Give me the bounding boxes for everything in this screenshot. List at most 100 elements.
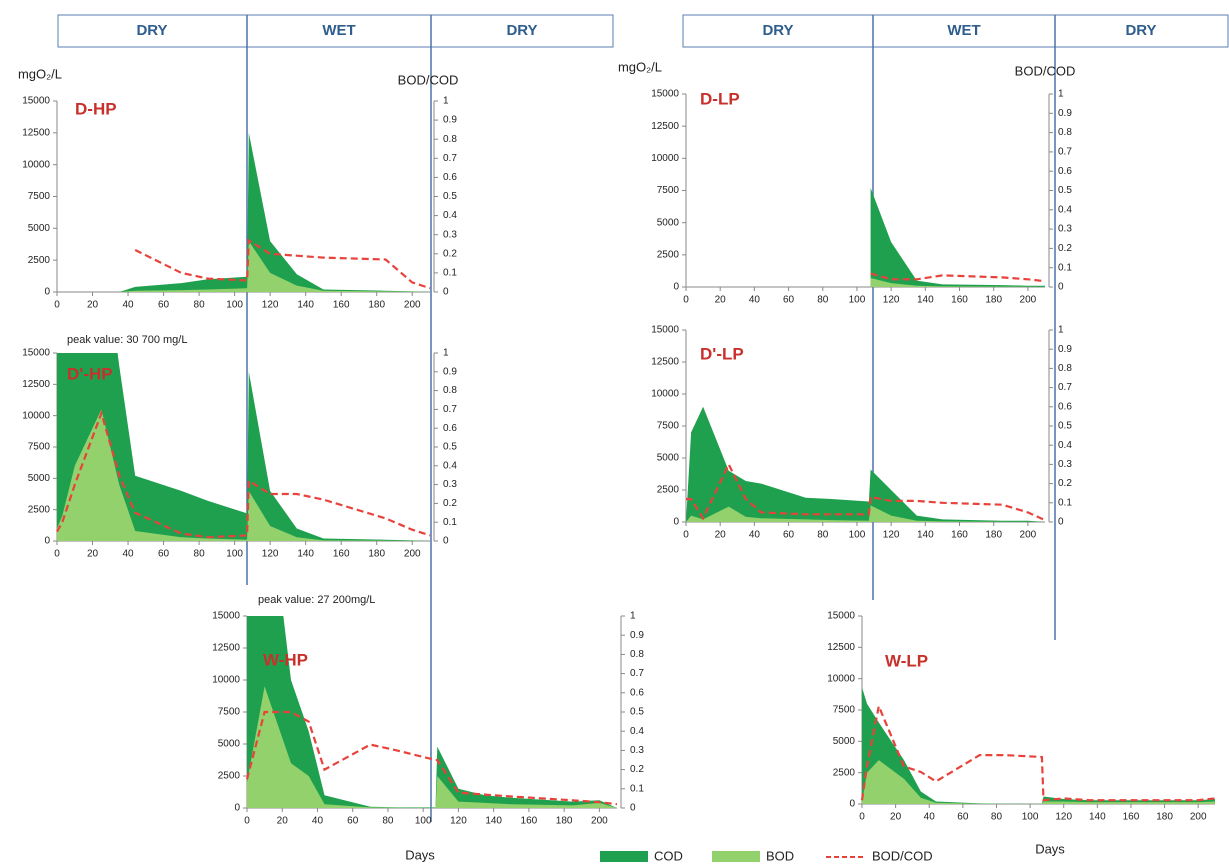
y2-tick-label: 0: [443, 287, 449, 298]
y-tick-label: 2500: [657, 249, 680, 260]
x-tick-label: 0: [683, 295, 689, 306]
x-tick-label: 80: [817, 295, 829, 306]
x-tick-label: 100: [849, 530, 866, 541]
area-1: [247, 686, 617, 808]
x-tick-label: 160: [333, 300, 350, 311]
y2-tick-label: 0: [1058, 282, 1064, 293]
area-1: [57, 409, 430, 541]
header-box: [246, 14, 432, 48]
x-tick-label: 180: [368, 549, 385, 560]
x-tick-label: 80: [194, 300, 206, 311]
y-tick-label: 2500: [28, 255, 51, 266]
y-tick-label: 12500: [827, 642, 855, 653]
x-tick-label: 140: [297, 300, 314, 311]
y2-tick-label: 0.5: [630, 707, 644, 718]
x-tick-label: 20: [715, 295, 727, 306]
legend-label: BOD: [766, 848, 794, 863]
legend-label: BOD/COD: [872, 848, 933, 863]
x-tick-label: 180: [556, 816, 573, 827]
legend: COD BOD BOD/COD: [600, 848, 933, 863]
y2-tick-label: 0.9: [630, 630, 644, 641]
x-tick-label: 120: [262, 300, 279, 311]
y2-tick-label: 0.8: [630, 649, 644, 660]
area-0: [247, 616, 617, 808]
x-tick-label: 80: [991, 812, 1003, 823]
ratio-line: [870, 272, 1046, 283]
x-tick-label: 120: [262, 549, 279, 560]
ratio-line: [686, 461, 1046, 522]
phase-label: WET: [947, 22, 980, 39]
y-tick-label: 15000: [651, 89, 679, 100]
y2-tick-label: 0.5: [1058, 185, 1072, 196]
y-tick-label: 15000: [22, 96, 50, 107]
y-tick-label: 0: [673, 282, 679, 293]
x-axis-label: Days: [405, 847, 435, 862]
y2-tick-label: 0.1: [1058, 497, 1072, 508]
y-tick-label: 5000: [657, 453, 680, 464]
y2-tick-label: 0.8: [1058, 127, 1072, 138]
x-tick-label: 160: [1123, 812, 1140, 823]
header: [57, 14, 1229, 48]
legend-swatch: [712, 851, 760, 862]
panel-title: W-HP: [263, 650, 308, 669]
y2-tick-label: 0.4: [1058, 204, 1072, 215]
phase-label: DRY: [762, 22, 793, 39]
x-tick-label: 60: [158, 300, 170, 311]
y-tick-label: 7500: [28, 191, 51, 202]
x-tick-label: 60: [347, 816, 359, 827]
y2-tick-label: 0.5: [1058, 421, 1072, 432]
x-tick-label: 100: [415, 816, 432, 827]
y2-tick-label: 0.1: [443, 517, 457, 528]
phase-label: WET: [322, 22, 355, 39]
y-tick-label: 10000: [827, 673, 855, 684]
y-tick-label: 7500: [218, 707, 241, 718]
y-tick-label: 12500: [651, 121, 679, 132]
x-tick-label: 100: [226, 549, 243, 560]
x-tick-label: 20: [715, 530, 727, 541]
y2-tick-label: 0.5: [443, 191, 457, 202]
y2-tick-label: 0: [1058, 517, 1064, 528]
x-tick-label: 40: [749, 295, 761, 306]
x-tick-label: 20: [890, 812, 902, 823]
x-tick-label: 160: [521, 816, 538, 827]
x-tick-label: 200: [1020, 295, 1037, 306]
x-tick-label: 0: [54, 549, 60, 560]
x-tick-label: 40: [749, 530, 761, 541]
x-tick-label: 0: [859, 812, 865, 823]
y-tick-label: 5000: [28, 223, 51, 234]
header-box: [57, 14, 248, 48]
legend-label: COD: [654, 848, 683, 863]
y2-tick-label: 0.9: [1058, 108, 1072, 119]
y2-tick-label: 0.6: [1058, 166, 1072, 177]
y-tick-label: 2500: [657, 485, 680, 496]
ratio-line: [134, 238, 431, 290]
y-tick-label: 10000: [651, 153, 679, 164]
x-axis-label: Days: [1035, 841, 1065, 856]
x-tick-label: 40: [924, 812, 936, 823]
y2-tick-label: 0.6: [1058, 401, 1072, 412]
y2-tick-label: 0.7: [443, 404, 457, 415]
y2-tick-label: 0.7: [1058, 147, 1072, 158]
x-tick-label: 100: [849, 295, 866, 306]
header-box: [430, 14, 614, 48]
phase-label: DRY: [136, 22, 167, 39]
panel-title: W-LP: [885, 651, 928, 670]
y2-tick-label: 1: [1058, 89, 1064, 100]
ratio-line: [245, 710, 618, 806]
area-1: [870, 278, 1045, 287]
y-axis-label: mgO₂/L: [18, 66, 62, 81]
y2-tick-label: 0.1: [443, 268, 457, 279]
annotation: peak value: 30 700 mg/L: [67, 334, 187, 346]
y2-tick-label: 0.2: [1058, 478, 1072, 489]
y2-tick-label: 0.8: [443, 134, 457, 145]
x-tick-label: 0: [683, 530, 689, 541]
panel-title: D-HP: [75, 99, 117, 118]
y-tick-label: 12500: [651, 357, 679, 368]
y2-tick-label: 0.3: [443, 229, 457, 240]
annotation: peak value: 27 200mg/L: [258, 594, 375, 606]
y2-tick-label: 0: [443, 536, 449, 547]
y2-axis-label: BOD/COD: [398, 72, 459, 87]
y-tick-label: 5000: [833, 736, 856, 747]
